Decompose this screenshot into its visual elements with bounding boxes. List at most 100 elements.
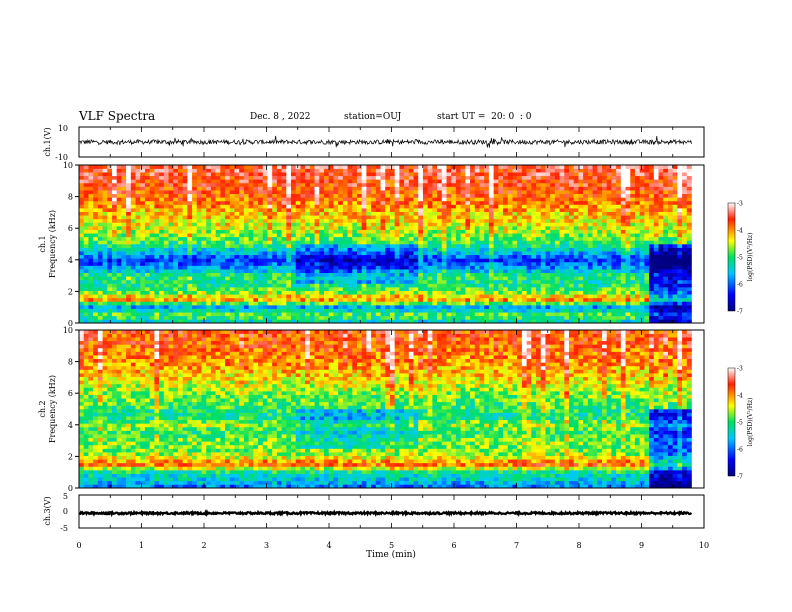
- spectrogram-cell: [220, 215, 226, 220]
- spectrogram-cell: [281, 251, 287, 256]
- spectrogram-cell: [677, 294, 683, 299]
- spectrogram-cell: [408, 200, 414, 205]
- spectrogram-cell: [291, 283, 297, 288]
- spectrogram-cell: [210, 182, 216, 187]
- spectrogram-cell: [168, 182, 174, 187]
- spectrogram-cell: [517, 279, 523, 284]
- spectrogram-cell: [295, 301, 301, 306]
- spectrogram-cell: [418, 319, 424, 324]
- spectrogram-cell: [338, 319, 344, 324]
- spectrogram-cell: [281, 297, 287, 302]
- spectrogram-cell: [564, 258, 570, 263]
- spectrogram-cell: [201, 193, 207, 198]
- spectrogram-cell: [592, 261, 598, 266]
- spectrogram-cell: [385, 315, 391, 320]
- spectrogram-cell: [545, 200, 551, 205]
- spectrogram-cell: [583, 200, 589, 205]
- spectrogram-cell: [258, 236, 264, 241]
- spectrogram-cell: [493, 258, 499, 263]
- spectrogram-cell: [611, 294, 617, 299]
- spectrogram-cell: [286, 247, 292, 252]
- spectrogram-cell: [262, 290, 268, 295]
- spectrogram-cell: [625, 301, 631, 306]
- spectrogram-cell: [493, 261, 499, 266]
- spectrogram-cell: [375, 233, 381, 238]
- spectrogram-cell: [295, 290, 301, 295]
- spectrogram-cell: [432, 312, 438, 317]
- spectrogram-cell: [305, 186, 311, 191]
- spectrogram-cell: [446, 186, 452, 191]
- spectrogram-cell: [328, 308, 334, 313]
- spectrogram-cell: [512, 308, 518, 313]
- spectrogram-cell: [210, 308, 216, 313]
- spectrogram-cell: [262, 305, 268, 309]
- spectrogram-cell: [286, 290, 292, 295]
- spectrogram-cell: [573, 251, 579, 256]
- spectrogram-cell: [418, 258, 424, 263]
- spectrogram-cell: [559, 218, 565, 223]
- spectrogram-cell: [634, 197, 640, 202]
- spectrogram-cell: [427, 315, 433, 320]
- spectrogram-cell: [484, 186, 490, 191]
- spectrogram-cell: [592, 305, 598, 309]
- spectrogram-cell: [550, 204, 556, 209]
- spectrogram-cell: [540, 240, 546, 245]
- spectrogram-cell: [597, 272, 603, 277]
- spectrogram-cell: [474, 290, 480, 295]
- spectrogram-cell: [126, 193, 132, 198]
- spectrogram-cell: [498, 244, 504, 248]
- spectrogram-cell: [159, 297, 165, 302]
- spectrogram-cell: [531, 279, 537, 284]
- spectrogram-cell: [361, 247, 367, 252]
- spectrogram-cell: [394, 222, 400, 227]
- spectrogram-cell: [201, 244, 207, 248]
- spectrogram-cell: [601, 290, 607, 295]
- spectrogram-cell: [573, 290, 579, 295]
- spectrogram-cell: [267, 186, 273, 191]
- spectrogram-cell: [116, 254, 122, 259]
- spectrogram-cell: [545, 312, 551, 317]
- spectrogram-cell: [663, 247, 669, 252]
- spectrogram-cell: [201, 261, 207, 266]
- spectrogram-cell: [658, 283, 664, 288]
- spectrogram-cell: [173, 204, 179, 209]
- spectrogram-cell: [192, 247, 198, 252]
- spectrogram-cell: [342, 312, 348, 317]
- spectrogram-cell: [493, 240, 499, 245]
- spectrogram-cell: [634, 283, 640, 288]
- spectrogram-cell: [545, 315, 551, 320]
- spectrogram-cell: [281, 319, 287, 324]
- spectrogram-cell: [243, 204, 249, 209]
- spectrogram-cell: [658, 297, 664, 302]
- spectrogram-cell: [404, 258, 410, 263]
- spectrogram-cell: [319, 290, 325, 295]
- spectrogram-cell: [413, 308, 419, 313]
- spectrogram-cell: [559, 186, 565, 191]
- spectrogram-cell: [465, 226, 471, 230]
- spectrogram-cell: [196, 294, 202, 299]
- spectrogram-cell: [314, 204, 320, 209]
- spectrogram-cell: [79, 197, 85, 202]
- spectrogram-cell: [536, 315, 542, 320]
- spectrogram-cell: [536, 301, 542, 306]
- spectrogram-cell: [97, 193, 103, 198]
- spectrogram-cell: [427, 233, 433, 238]
- spectrogram-cell: [319, 297, 325, 302]
- spectrogram-cell: [196, 229, 202, 234]
- spectrogram-cell: [314, 251, 320, 256]
- spectrogram-cell: [512, 229, 518, 234]
- spectrogram-cell: [441, 258, 447, 263]
- spectrogram-cell: [630, 197, 636, 202]
- spectrogram-cell: [677, 240, 683, 245]
- spectrogram-cell: [352, 197, 358, 202]
- spectrogram-cell: [79, 222, 85, 227]
- spectrogram-cell: [163, 229, 169, 234]
- spectrogram-cell: [583, 193, 589, 198]
- spectrogram-cell: [144, 261, 150, 266]
- spectrogram-cell: [503, 208, 509, 212]
- spectrogram-cell: [630, 208, 636, 212]
- spectrogram-cell: [474, 312, 480, 317]
- spectrogram-cell: [587, 193, 593, 198]
- spectrogram-cell: [686, 251, 692, 256]
- spectrogram-cell: [149, 186, 155, 191]
